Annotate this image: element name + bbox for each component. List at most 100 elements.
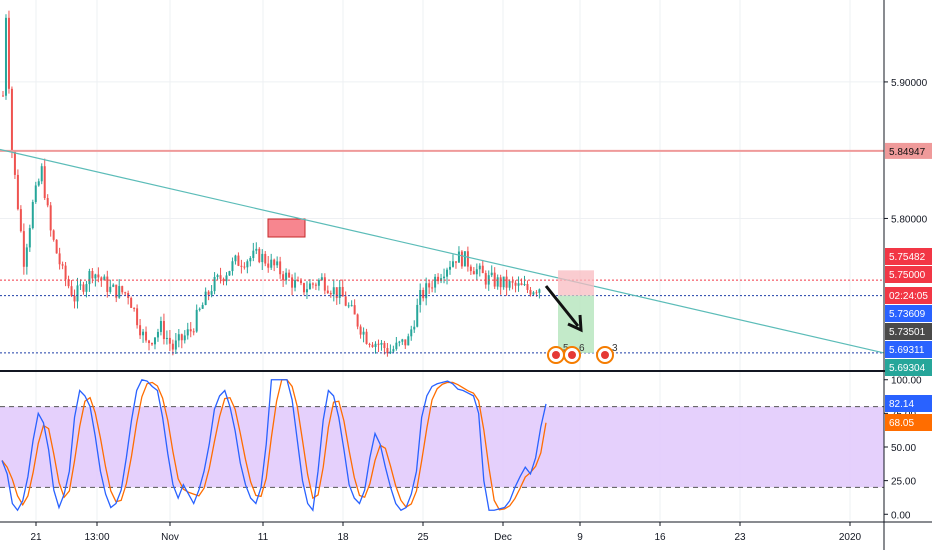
bull-candle [204, 291, 207, 305]
price-tag [885, 248, 932, 265]
bull-candle [332, 287, 335, 295]
bear-candle [326, 290, 329, 294]
bear-candle [52, 230, 55, 240]
bear-candle [139, 325, 142, 336]
bull-candle [198, 308, 201, 310]
bear-candle [70, 286, 73, 296]
stochastic-k-line [1, 378, 547, 512]
bull-candle [255, 248, 258, 251]
bear-candle [106, 276, 109, 292]
event-count-label: 6 [579, 343, 585, 354]
bear-candle [207, 291, 210, 295]
bull-candle [419, 290, 422, 305]
bull-candle [231, 261, 234, 272]
bull-candle [225, 275, 228, 282]
bull-candle [228, 271, 231, 276]
stochastic-band [0, 406, 884, 488]
down-arrow-head [567, 314, 583, 333]
bear-candle [377, 343, 380, 345]
bull-candle [380, 342, 383, 345]
bull-candle [425, 283, 428, 299]
bear-candle [97, 274, 100, 278]
bear-candle [55, 239, 58, 254]
bull-candle [210, 291, 213, 295]
bull-candle [517, 283, 520, 286]
bear-candle [356, 314, 359, 327]
bull-candle [496, 277, 499, 287]
bear-candle [130, 297, 133, 308]
bull-candle [416, 304, 419, 327]
bull-candle [153, 337, 156, 345]
bear-candle [67, 279, 70, 287]
bull-candle [40, 166, 43, 182]
bull-candle [362, 331, 365, 335]
bear-candle [428, 283, 431, 288]
price-tick-label: 5.90000 [891, 78, 928, 89]
bull-candle [350, 305, 353, 307]
bear-candle [279, 261, 282, 275]
time-tick-label: 11 [258, 532, 269, 543]
bull-candle [28, 228, 31, 248]
bear-candle [484, 273, 487, 285]
highlight-box [267, 218, 306, 238]
price-tick-label: 5.80000 [891, 214, 928, 225]
bull-candle [142, 331, 145, 336]
bear-candle [61, 264, 64, 266]
bull-candle [76, 285, 79, 302]
resistance-price-label: 5.84947 [889, 147, 926, 158]
bull-candle [25, 247, 28, 267]
bear-candle [383, 342, 386, 349]
bear-candle [189, 329, 192, 332]
osc-tick-label: 100.00 [891, 376, 922, 387]
bull-candle [213, 276, 216, 292]
bear-candle [7, 17, 10, 89]
bull-candle [294, 280, 297, 288]
bear-candle [171, 343, 174, 350]
time-tick-label: Nov [161, 532, 179, 543]
time-tick-label: 9 [577, 532, 583, 543]
bull-candle [156, 331, 159, 338]
bear-candle [481, 265, 484, 274]
bear-candle [10, 88, 13, 152]
price-tag [885, 266, 932, 283]
bear-candle [168, 337, 171, 344]
osc-tick-label: 0.00 [891, 510, 911, 521]
bull-candle [37, 181, 40, 186]
bear-candle [422, 290, 425, 299]
bear-candle [404, 339, 407, 346]
time-tick-label: 23 [734, 532, 746, 543]
price-tag [885, 323, 932, 340]
bear-candle [302, 283, 305, 293]
bull-candle [261, 253, 264, 263]
bull-candle [234, 255, 237, 262]
bear-candle [22, 231, 25, 267]
bull-candle [451, 261, 454, 267]
bull-candle [183, 335, 186, 341]
bear-candle [344, 296, 347, 306]
bear-candle [300, 280, 302, 284]
stochastic-d-line [1, 379, 547, 511]
bear-candle [535, 292, 538, 294]
bear-candle [151, 343, 153, 345]
bull-candle [413, 326, 416, 330]
bull-candle [523, 284, 526, 286]
osc-value-label: 68.05 [889, 418, 914, 429]
time-tick-label: 16 [654, 532, 666, 543]
bull-candle [249, 258, 252, 262]
bear-candle [329, 293, 332, 295]
bear-candle [243, 266, 246, 268]
bull-candle [443, 276, 446, 279]
bear-candle [520, 283, 523, 286]
down-arrow-shaft [544, 285, 580, 327]
bear-candle [291, 277, 294, 288]
bull-candle [79, 284, 82, 286]
bear-candle [323, 277, 326, 291]
bull-candle [85, 284, 88, 292]
bull-candle [34, 185, 37, 202]
bull-candle [109, 286, 112, 292]
trendline [0, 148, 885, 354]
bear-candle [121, 286, 124, 293]
price-tag-label: 02:24:05 [889, 291, 928, 302]
bull-candle [347, 305, 350, 307]
